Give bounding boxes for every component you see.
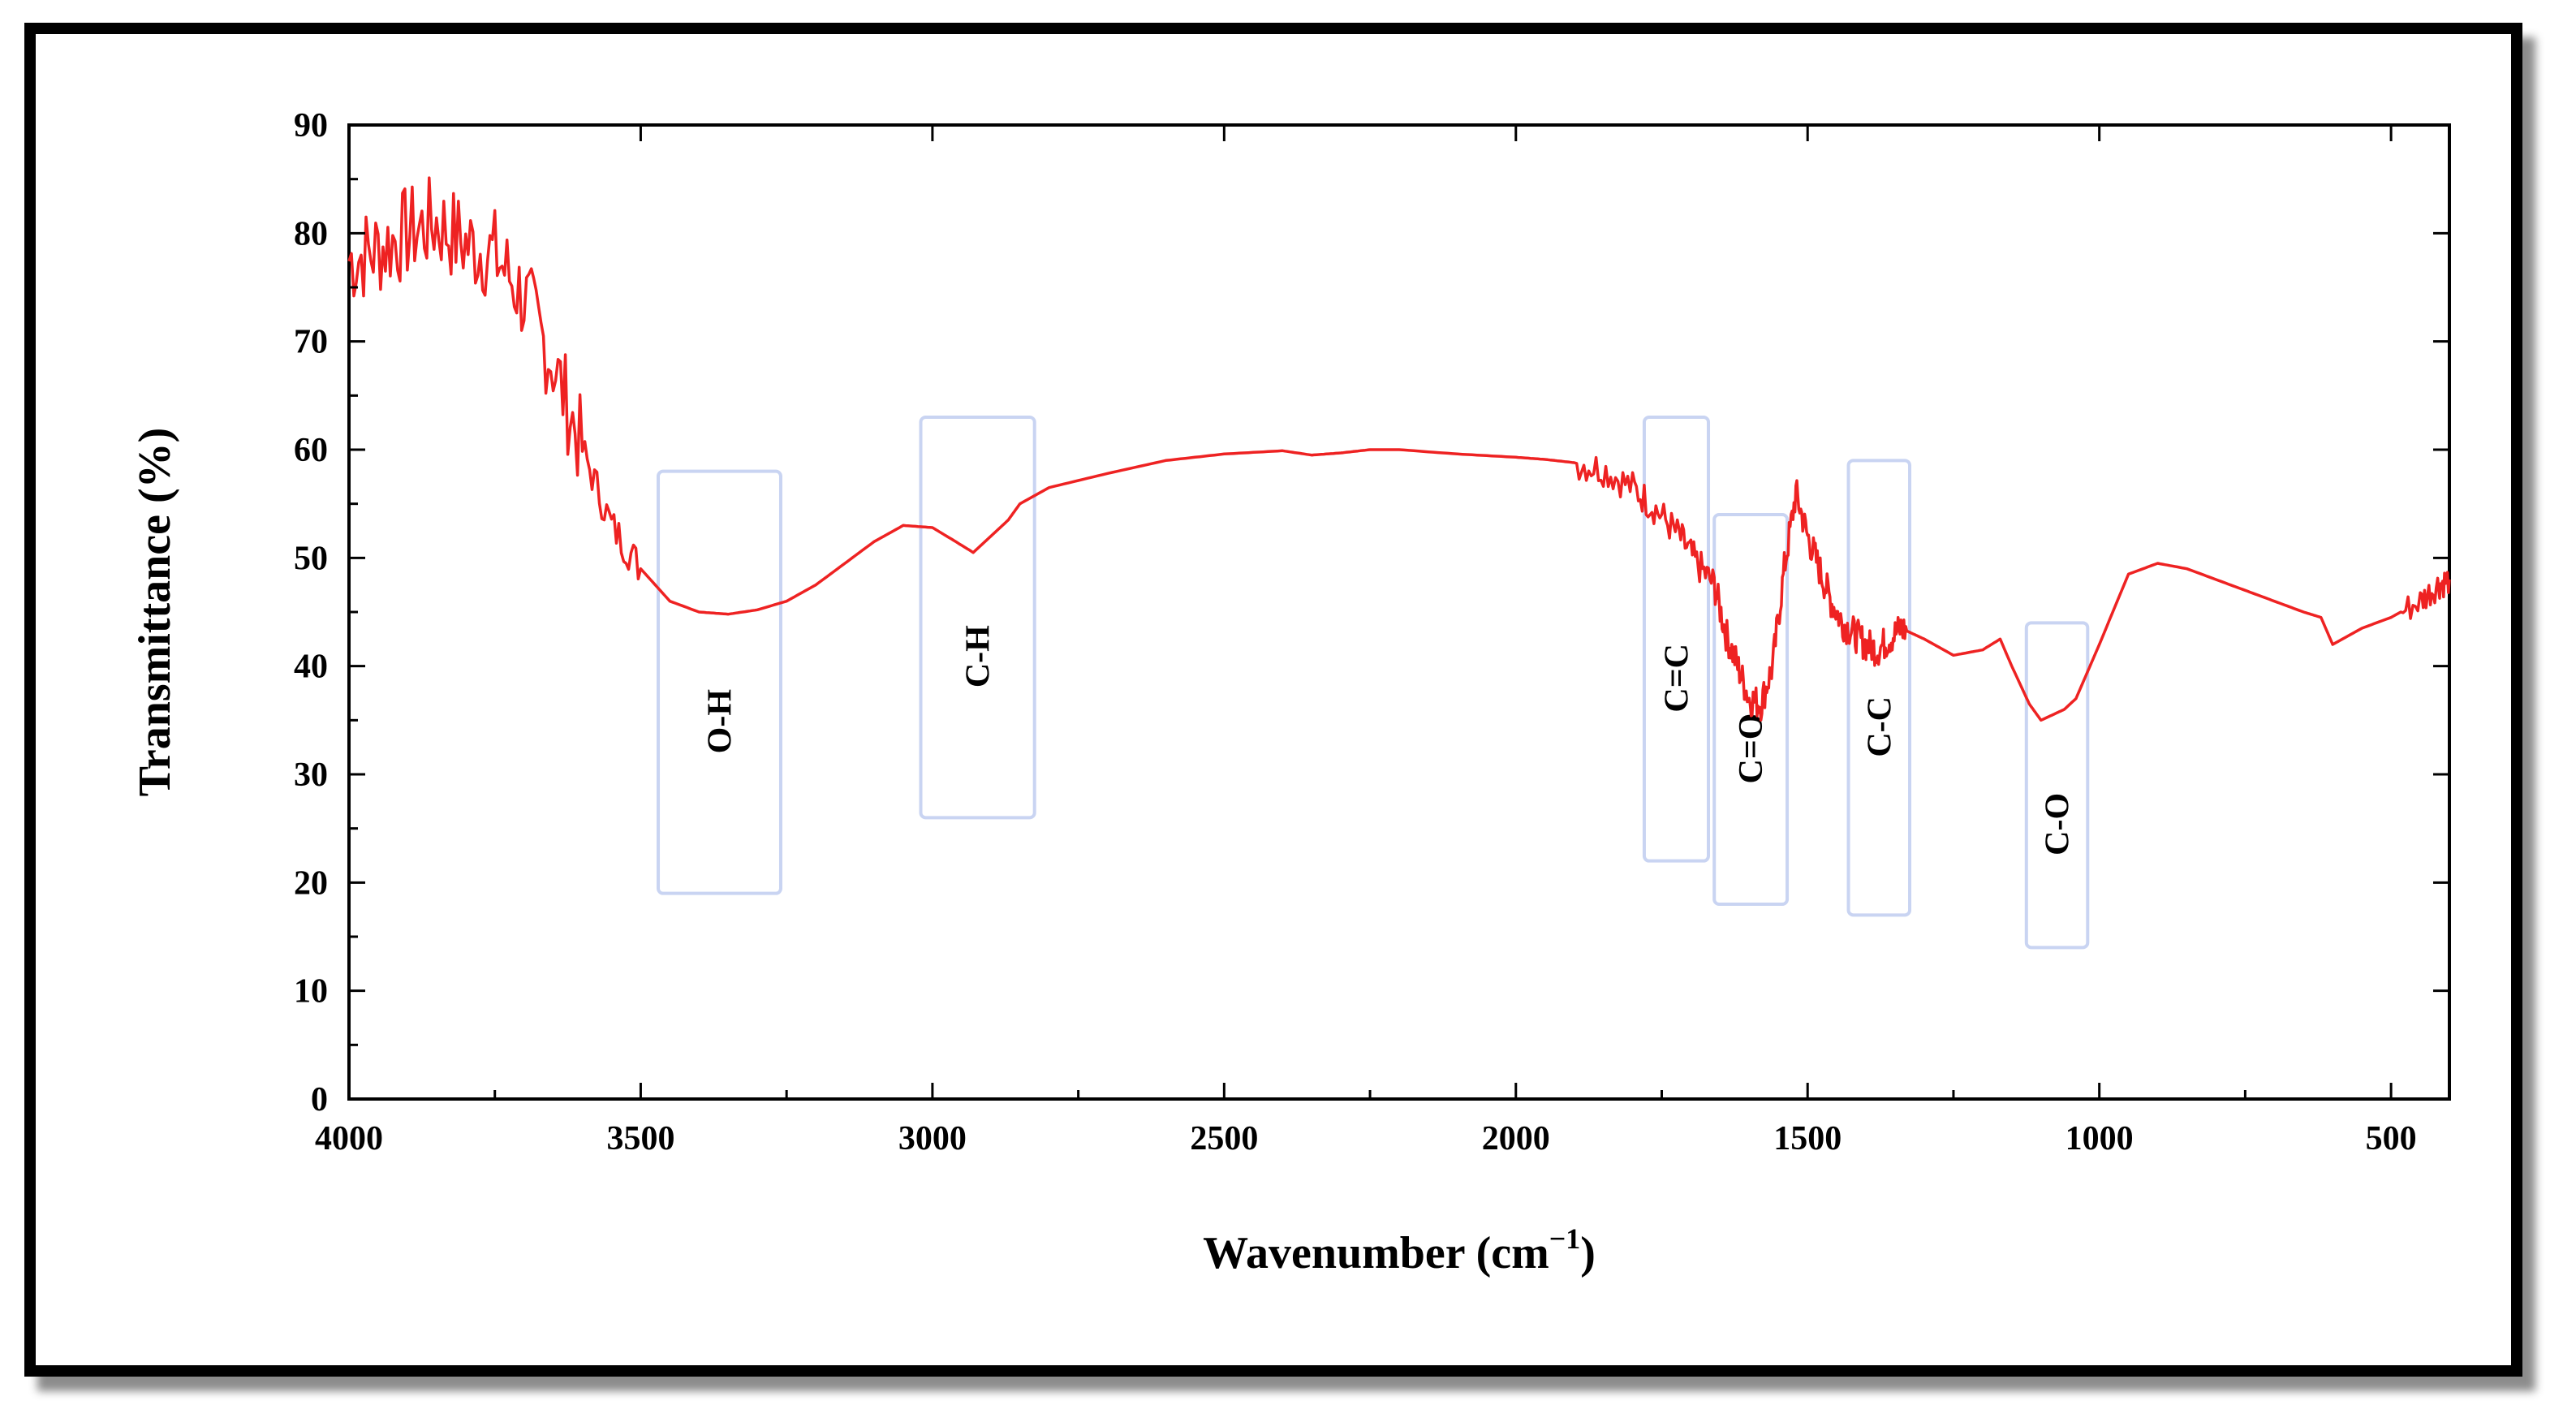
y-tick-label: 20 <box>294 864 328 902</box>
band-label: C-O <box>2040 793 2077 856</box>
ftir-chart: O-H C-H C=C C=O C-C C-O 4000 3500 3000 2500 2000 1… <box>130 107 2451 1278</box>
band-box-c-o <box>1712 513 1790 906</box>
y-tick-label: 0 <box>311 1081 328 1118</box>
y-tick-label: 60 <box>294 432 328 469</box>
x-tick-label: 3500 <box>606 1120 674 1157</box>
band-box-c-o <box>2024 621 2090 950</box>
band-label: C-H <box>960 625 997 687</box>
x-tick-label: 2000 <box>1482 1120 1550 1157</box>
y-tick-label: 90 <box>294 107 328 144</box>
x-tick-label: 1500 <box>1773 1120 1842 1157</box>
band-label: C=C <box>1658 644 1695 713</box>
band-label: O-H <box>701 689 739 753</box>
band-box-c-h <box>919 416 1036 820</box>
x-tick-label: 2500 <box>1190 1120 1258 1157</box>
x-tick-label: 1000 <box>2066 1120 2134 1157</box>
y-tick-label: 10 <box>294 973 328 1011</box>
band-label: C=O <box>1733 713 1770 784</box>
plot-area <box>347 123 2451 1101</box>
band-box-c-c <box>1642 416 1711 863</box>
y-tick-label: 50 <box>294 540 328 577</box>
band-box-o-h <box>657 469 782 895</box>
x-tick-label: 500 <box>2366 1120 2417 1157</box>
y-axis-title: Transmittance (%) <box>130 428 180 797</box>
band-box-c-c <box>1846 459 1912 917</box>
y-tick-label: 40 <box>294 649 328 686</box>
y-tick-label: 80 <box>294 215 328 252</box>
x-axis-title: Wavenumber (cm−1) <box>1203 1222 1596 1278</box>
band-label: C-C <box>1861 696 1898 757</box>
figure-frame: O-H C-H C=C C=O C-C C-O 4000 3500 3000 2500 2000 1… <box>24 23 2522 1377</box>
x-tick-label: 3000 <box>898 1120 967 1157</box>
y-tick-label: 30 <box>294 756 328 794</box>
x-tick-label: 4000 <box>315 1120 383 1157</box>
y-tick-label: 70 <box>294 324 328 361</box>
spectrum-line <box>347 176 2451 722</box>
